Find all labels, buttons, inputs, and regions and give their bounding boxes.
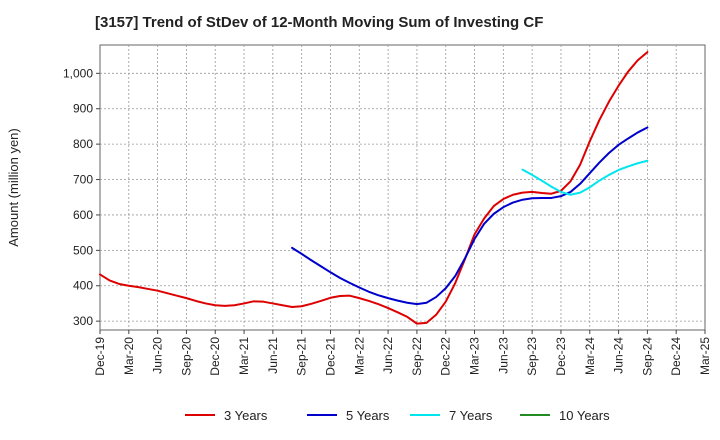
plot-area — [99, 44, 706, 331]
y-tick-label: 1,000 — [63, 66, 93, 80]
x-tick-label: Mar-23 — [468, 337, 482, 375]
x-tick-label: Jun-22 — [381, 337, 395, 374]
x-tick-label: Jun-23 — [496, 337, 510, 374]
chart-title: [3157] Trend of StDev of 12-Month Moving… — [95, 14, 544, 31]
series-line-5-years — [291, 126, 649, 306]
x-tick-label: Mar-24 — [583, 337, 597, 375]
x-tick-label: Dec-20 — [208, 337, 222, 376]
legend-label: 7 Years — [449, 408, 493, 423]
x-tick-label: Sep-24 — [640, 337, 654, 376]
y-tick-label: 500 — [73, 243, 93, 257]
y-tick-label: 900 — [73, 102, 93, 116]
x-tick-label: Dec-23 — [554, 337, 568, 376]
series-line-3-years — [99, 51, 649, 325]
y-tick-label: 400 — [73, 279, 93, 293]
y-tick-label: 800 — [73, 137, 93, 151]
x-tick-label: Mar-20 — [122, 337, 136, 375]
legend-label: 10 Years — [559, 408, 610, 423]
series-lines — [99, 51, 649, 325]
x-tick-label: Mar-21 — [237, 337, 251, 375]
x-tick-label: Dec-21 — [323, 337, 337, 376]
y-tick-label: 300 — [73, 314, 93, 328]
y-tick-label: 700 — [73, 173, 93, 187]
x-tick-label: Sep-21 — [295, 337, 309, 376]
legend-label: 3 Years — [224, 408, 268, 423]
x-tick-label: Dec-19 — [93, 337, 107, 376]
legend: 3 Years 5 Years 7 Years 10 Years — [185, 408, 610, 423]
y-axis-title: Amount (million yen) — [6, 128, 21, 247]
x-tick-label: Mar-22 — [352, 337, 366, 375]
x-tick-label: Sep-22 — [410, 337, 424, 376]
x-tick-label: Sep-20 — [179, 337, 193, 376]
x-tick-label: Dec-24 — [669, 337, 683, 376]
x-tick-label: Sep-23 — [525, 337, 539, 376]
x-tick-label: Mar-25 — [698, 337, 712, 375]
x-tick-label: Jun-20 — [151, 337, 165, 374]
legend-label: 5 Years — [346, 408, 390, 423]
x-tick-label: Jun-24 — [612, 337, 626, 374]
x-tick-label: Jun-21 — [266, 337, 280, 374]
axes: 300 400 500 600 700 800 900 1,000 Dec-19 Mar-20 Ju… — [63, 66, 712, 375]
x-tick-label: Dec-22 — [439, 337, 453, 376]
y-tick-label: 600 — [73, 208, 93, 222]
series-line-7-years — [521, 159, 649, 196]
